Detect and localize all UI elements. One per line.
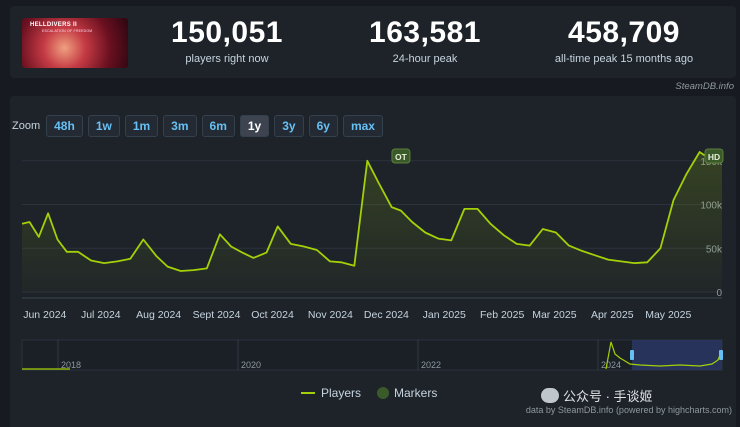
navigator-tick-label: 2018: [61, 360, 81, 370]
stat-24h-peak: 163,581 24-hour peak: [335, 16, 515, 65]
game-thumbnail[interactable]: HELLDIVERS II ESCALATION OF FREEDOM: [22, 18, 128, 68]
legend-markers[interactable]: Markers: [377, 386, 437, 400]
y-tick-label: 0: [716, 288, 722, 299]
navigator-track: [21, 339, 723, 371]
legend-line-icon: [301, 392, 315, 394]
zoom-button-1m[interactable]: 1m: [124, 115, 159, 137]
x-tick-label: Dec 2024: [364, 309, 409, 321]
stat-players-now: 150,051 players right now: [137, 16, 317, 65]
wechat-icon: [541, 388, 559, 403]
legend-marker-icon: [377, 387, 389, 399]
x-tick-label: Feb 2025: [480, 309, 525, 321]
stats-panel: HELLDIVERS II ESCALATION OF FREEDOM 150,…: [10, 6, 736, 78]
zoom-button-3m[interactable]: 3m: [163, 115, 197, 137]
zoom-button-6m[interactable]: 6m: [201, 115, 235, 137]
x-tick-label: Jul 2024: [81, 309, 121, 321]
thumbnail-title: HELLDIVERS II: [30, 22, 77, 28]
marker-label: OT: [395, 152, 408, 162]
peak-24h-label: 24-hour peak: [392, 53, 458, 65]
players-now-label: players right now: [185, 53, 269, 65]
players-now-value: 150,051: [171, 16, 283, 49]
x-tick-label: Jan 2025: [423, 309, 466, 321]
x-tick-label: Mar 2025: [532, 309, 577, 321]
alltime-peak-label: all-time peak 15 months ago: [554, 53, 694, 65]
navigator-tick-label: 2020: [241, 360, 261, 370]
x-tick-label: May 2025: [645, 309, 691, 321]
zoom-button-6y[interactable]: 6y: [308, 115, 338, 137]
marker-badge: [704, 148, 724, 164]
x-tick-label: Nov 2024: [308, 309, 353, 321]
peak-24h-value: 163,581: [369, 16, 481, 49]
zoom-button-3y[interactable]: 3y: [274, 115, 304, 137]
navigator-handle-right: [719, 350, 723, 360]
x-tick-label: Sept 2024: [193, 309, 241, 321]
legend-markers-label: Markers: [394, 386, 438, 400]
marker-badge: [391, 148, 411, 164]
x-tick-label: Apr 2025: [591, 309, 634, 321]
zoom-button-1w[interactable]: 1w: [87, 115, 120, 137]
steamdb-credit[interactable]: SteamDB.info: [675, 81, 734, 92]
players-area: [22, 152, 722, 292]
x-tick-label: Aug 2024: [136, 309, 181, 321]
zoom-button-48h[interactable]: 48h: [46, 115, 83, 137]
navigator-handle-left: [630, 350, 634, 360]
zoom-button-max[interactable]: max: [342, 115, 383, 137]
navigator-tick-label: 2022: [421, 360, 441, 370]
watermark: 公众号 · 手谈姬: [541, 386, 653, 405]
alltime-peak-value: 458,709: [568, 16, 680, 49]
legend-players-label: Players: [321, 386, 362, 400]
chart-footer[interactable]: data by SteamDB.info (powered by highcha…: [525, 405, 732, 415]
zoom-bar: Zoom 48h 1w 1m 3m 6m 1y 3y 6y max: [12, 115, 388, 137]
zoom-button-1y[interactable]: 1y: [239, 115, 270, 137]
navigator-tick-label: 2024: [601, 360, 621, 370]
x-tick-label: Oct 2024: [251, 309, 294, 321]
x-tick-label: Jun 2024: [23, 309, 66, 321]
legend-players[interactable]: Players: [300, 386, 361, 400]
thumbnail-subtitle: ESCALATION OF FREEDOM: [42, 29, 93, 33]
stat-alltime-peak: 458,709 all-time peak 15 months ago: [534, 16, 714, 65]
marker-label: HD: [708, 152, 720, 162]
players-line: [21, 151, 722, 272]
watermark-text: 公众号 · 手谈姬: [563, 389, 653, 404]
zoom-label: Zoom: [12, 120, 41, 132]
navigator-line: [605, 341, 723, 370]
